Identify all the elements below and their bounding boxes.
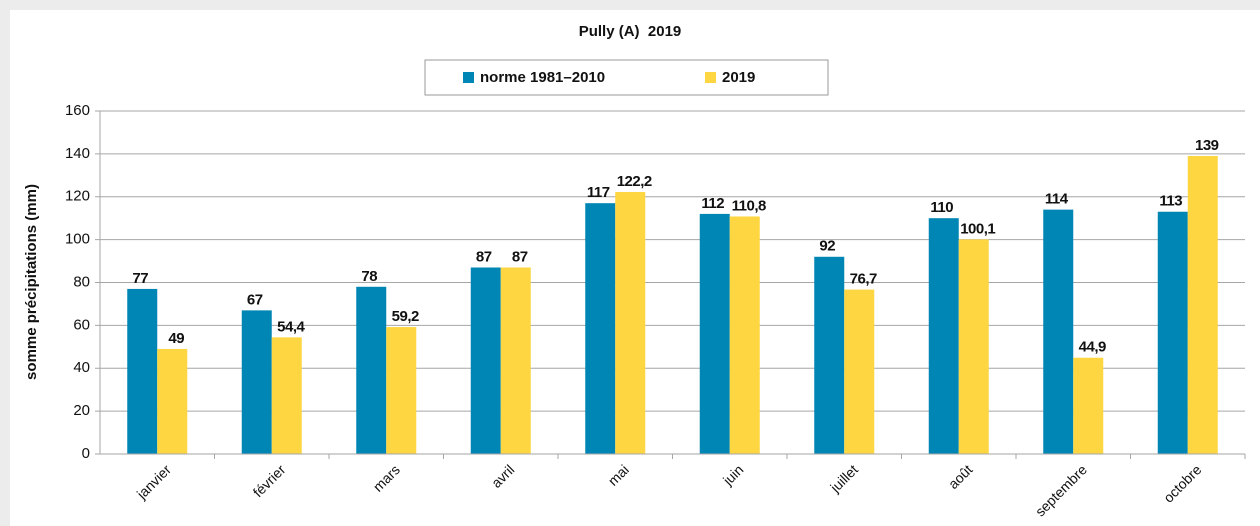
y-tick-label: 80	[73, 273, 90, 290]
data-label: 112	[701, 195, 724, 212]
y-tick-label: 140	[65, 145, 90, 162]
y-tick-label: 60	[73, 316, 90, 333]
y-axis-label: somme précipitations (mm)	[23, 184, 40, 380]
bar	[271, 337, 302, 454]
data-label: 67	[247, 291, 263, 308]
data-label: 87	[476, 248, 492, 265]
bar	[958, 239, 989, 454]
bar	[241, 310, 272, 454]
bar	[1043, 209, 1074, 454]
chart-title: Pully (A) 2019	[579, 23, 682, 40]
bar	[470, 267, 501, 454]
bar	[699, 213, 730, 454]
data-label: 100,1	[960, 220, 995, 237]
y-tick-label: 160	[65, 102, 90, 119]
data-label: 113	[1159, 193, 1182, 210]
data-label: 117	[587, 184, 610, 201]
data-label: 122,2	[617, 173, 652, 190]
data-label: 49	[168, 330, 184, 347]
data-label: 59,2	[392, 308, 419, 325]
bar	[500, 267, 531, 454]
data-label: 44,9	[1079, 339, 1106, 356]
bar	[356, 286, 387, 454]
data-label: 54,4	[277, 318, 305, 335]
bar	[127, 288, 158, 454]
data-label: 110,8	[732, 197, 766, 214]
bar	[615, 192, 646, 454]
y-tick-label: 120	[65, 188, 90, 205]
bar	[844, 289, 875, 454]
data-label: 110	[930, 199, 953, 216]
data-label: 77	[132, 270, 148, 287]
data-label: 92	[819, 238, 835, 255]
bar	[585, 203, 616, 454]
legend-swatch	[705, 72, 716, 83]
legend-label: norme 1981–2010	[480, 69, 605, 86]
data-label: 139	[1195, 137, 1219, 154]
data-label: 76,7	[850, 271, 877, 288]
bar	[386, 327, 417, 454]
bar	[1157, 211, 1188, 454]
data-label: 87	[512, 248, 528, 265]
bar	[814, 256, 845, 454]
legend-box	[424, 59, 829, 96]
legend-label: 2019	[722, 69, 755, 86]
bar	[1073, 357, 1104, 454]
y-tick-label: 0	[82, 445, 90, 462]
bar	[928, 218, 959, 454]
data-label: 114	[1045, 191, 1069, 208]
bar	[157, 348, 188, 454]
y-tick-label: 40	[73, 359, 90, 376]
bar	[1187, 156, 1218, 455]
y-tick-label: 100	[65, 231, 90, 248]
legend-swatch	[463, 72, 474, 83]
bar	[729, 216, 760, 454]
y-tick-label: 20	[73, 402, 90, 419]
data-label: 78	[361, 268, 377, 285]
